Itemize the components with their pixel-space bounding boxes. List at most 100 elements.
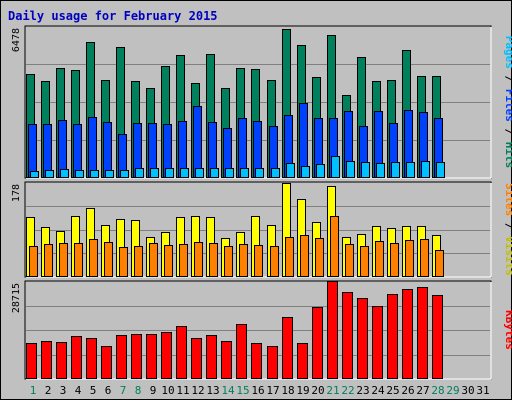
bar-pages-day-9	[150, 168, 159, 178]
bar-files-day-4	[73, 124, 82, 178]
bar-kbytes-day-7	[116, 335, 127, 379]
series-label-part: Hits	[503, 142, 512, 169]
bar-kbytes-day-23	[357, 298, 368, 379]
bar-kbytes-day-8	[131, 334, 142, 379]
bar-sites-day-23	[360, 246, 369, 277]
day-label-19: 19	[296, 384, 309, 397]
bar-sites-day-20	[315, 238, 324, 277]
bar-pages-day-4	[75, 170, 84, 178]
day-label-28: 28	[431, 384, 444, 397]
bar-kbytes-day-14	[221, 341, 232, 379]
bar-sites-day-19	[300, 235, 309, 277]
day-label-6: 6	[105, 384, 112, 397]
bar-sites-day-14	[224, 246, 233, 277]
bar-kbytes-day-12	[191, 338, 202, 379]
bar-sites-day-9	[149, 243, 158, 277]
bar-pages-day-16	[255, 168, 264, 178]
bar-sites-day-7	[119, 247, 128, 277]
max-label-hits: 6478	[11, 28, 22, 52]
series-label-part: Files	[503, 89, 512, 122]
bar-pages-day-17	[271, 168, 280, 178]
max-label-visits: 178	[11, 184, 22, 202]
bar-kbytes-day-9	[146, 334, 157, 379]
bar-sites-day-17	[270, 246, 279, 277]
bar-sites-day-6	[104, 242, 113, 277]
bar-pages-day-10	[165, 168, 174, 178]
bar-kbytes-day-1	[26, 343, 37, 379]
series-label-part: Pages	[503, 36, 512, 69]
day-label-21: 21	[326, 384, 339, 397]
bar-files-day-2	[43, 124, 52, 178]
bar-pages-day-2	[45, 170, 54, 178]
bar-files-day-5	[88, 117, 97, 178]
bar-pages-day-13	[210, 168, 219, 178]
bar-files-day-12	[193, 106, 202, 178]
bar-pages-day-7	[120, 170, 129, 178]
day-label-17: 17	[266, 384, 279, 397]
bar-kbytes-day-27	[417, 287, 428, 379]
bar-sites-day-25	[390, 243, 399, 277]
bar-pages-day-5	[90, 170, 99, 178]
day-label-26: 26	[401, 384, 414, 397]
bar-pages-day-26	[406, 162, 415, 178]
series-label-visits: Sites / Visits	[503, 183, 512, 276]
series-label-part: KBytes	[503, 310, 512, 350]
bar-files-day-1	[28, 124, 37, 178]
bar-sites-day-5	[89, 239, 98, 277]
day-label-10: 10	[161, 384, 174, 397]
series-label-part: /	[503, 122, 512, 142]
bar-kbytes-day-15	[236, 324, 247, 379]
series-label-kbytes: KBytes	[503, 310, 512, 350]
bar-sites-day-22	[345, 244, 354, 277]
day-label-22: 22	[341, 384, 354, 397]
day-label-25: 25	[386, 384, 399, 397]
max-label-kbytes: 28715	[11, 283, 22, 313]
bar-pages-day-11	[180, 168, 189, 178]
bar-kbytes-day-28	[432, 295, 443, 379]
bar-sites-day-24	[375, 241, 384, 277]
series-label-part: /	[503, 69, 512, 89]
day-label-15: 15	[236, 384, 249, 397]
bar-kbytes-day-26	[402, 289, 413, 379]
day-label-18: 18	[281, 384, 294, 397]
bar-kbytes-day-19	[297, 343, 308, 379]
bar-sites-day-3	[59, 243, 68, 277]
day-label-2: 2	[45, 384, 52, 397]
panel-hits: 6478 Pages / Files / Hits	[11, 25, 512, 179]
bar-sites-day-11	[179, 244, 188, 277]
bar-sites-day-27	[420, 239, 429, 277]
bar-kbytes-day-20	[312, 307, 323, 379]
bar-pages-day-18	[286, 163, 295, 178]
bar-sites-day-28	[435, 250, 444, 277]
bar-pages-day-21	[331, 156, 340, 178]
bar-pages-day-22	[346, 161, 355, 178]
series-label-part: Visits	[503, 236, 512, 276]
bar-kbytes-day-13	[206, 335, 217, 379]
bar-kbytes-day-3	[56, 342, 67, 379]
bar-kbytes-day-4	[71, 336, 82, 379]
bar-kbytes-day-18	[282, 317, 293, 379]
day-label-1: 1	[30, 384, 37, 397]
bar-sites-day-16	[254, 245, 263, 277]
bar-sites-day-8	[134, 246, 143, 277]
bar-pages-day-1	[30, 171, 39, 178]
day-label-3: 3	[60, 384, 67, 397]
day-label-20: 20	[311, 384, 324, 397]
day-label-30: 30	[461, 384, 474, 397]
bar-sites-day-21	[330, 216, 339, 277]
bar-pages-day-8	[135, 168, 144, 178]
bar-kbytes-day-10	[161, 332, 172, 379]
bar-kbytes-day-5	[86, 338, 97, 379]
bar-pages-day-6	[105, 170, 114, 178]
bar-kbytes-day-6	[101, 346, 112, 379]
day-label-8: 8	[135, 384, 142, 397]
bar-sites-day-1	[29, 246, 38, 277]
day-label-11: 11	[176, 384, 189, 397]
bar-pages-day-25	[391, 162, 400, 178]
bar-kbytes-day-24	[372, 306, 383, 379]
panel-kbytes: 28715 KBytes	[11, 280, 512, 380]
bar-kbytes-day-17	[267, 346, 278, 379]
bar-kbytes-day-16	[251, 343, 262, 379]
bar-pages-day-3	[60, 169, 69, 178]
